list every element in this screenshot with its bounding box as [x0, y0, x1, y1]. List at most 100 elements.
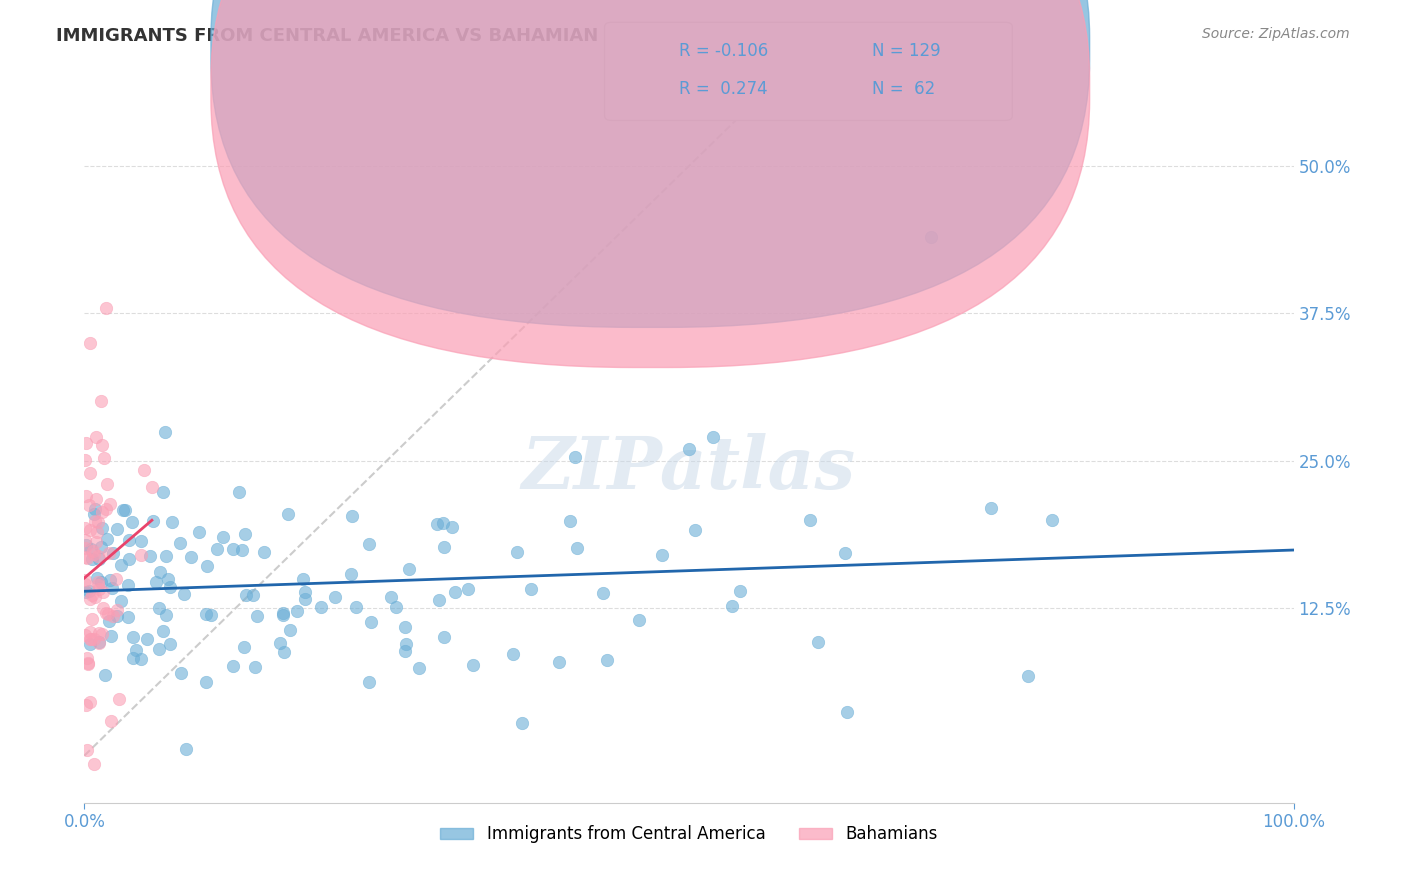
- Point: [129, 548, 152, 562]
- Point: [100, 629, 122, 643]
- Point: [86, 571, 108, 585]
- Point: [432, 516, 454, 531]
- Point: [277, 507, 299, 521]
- Point: [222, 659, 245, 673]
- Point: [86, 525, 108, 540]
- Point: [408, 661, 430, 675]
- Point: [87, 552, 110, 566]
- Point: [84, 534, 107, 549]
- Point: [80, 541, 103, 556]
- Point: [87, 578, 110, 592]
- Point: [83, 502, 105, 516]
- Point: [159, 580, 181, 594]
- Point: [129, 652, 152, 666]
- Point: [121, 515, 143, 529]
- Point: [86, 430, 108, 444]
- Point: [101, 609, 124, 624]
- Point: [291, 572, 314, 586]
- Point: [344, 599, 367, 614]
- Point: [980, 500, 1002, 515]
- Point: [135, 632, 157, 647]
- Point: [75, 538, 97, 552]
- Point: [323, 591, 346, 605]
- Point: [273, 645, 295, 659]
- Point: [117, 578, 139, 592]
- Text: ZIPatlas: ZIPatlas: [522, 434, 856, 504]
- Point: [129, 533, 152, 548]
- Point: [233, 640, 256, 654]
- Point: [75, 453, 97, 467]
- Point: [105, 608, 128, 623]
- Point: [441, 520, 464, 534]
- Point: [101, 546, 124, 560]
- Point: [1040, 513, 1063, 527]
- Point: [180, 550, 202, 565]
- Point: [702, 430, 724, 444]
- Point: [253, 545, 276, 559]
- Point: [83, 757, 105, 772]
- Point: [75, 489, 97, 503]
- Point: [444, 585, 467, 599]
- Text: Source: ZipAtlas.com: Source: ZipAtlas.com: [1202, 27, 1350, 41]
- Point: [73, 577, 96, 591]
- Point: [231, 542, 253, 557]
- Point: [245, 609, 267, 624]
- Point: [77, 584, 100, 599]
- Point: [73, 533, 96, 547]
- Point: [114, 502, 136, 516]
- Point: [148, 600, 170, 615]
- Point: [200, 608, 222, 623]
- Point: [156, 572, 179, 586]
- Point: [105, 603, 128, 617]
- Point: [90, 541, 112, 555]
- Point: [90, 393, 112, 408]
- Point: [141, 480, 163, 494]
- Point: [357, 537, 380, 551]
- Point: [110, 594, 132, 608]
- Point: [160, 515, 183, 529]
- Point: [83, 507, 105, 521]
- Point: [79, 466, 101, 480]
- Point: [97, 607, 120, 621]
- Point: [170, 666, 193, 681]
- Point: [110, 558, 132, 572]
- Point: [592, 586, 614, 600]
- Point: [75, 521, 97, 535]
- Point: [720, 599, 742, 614]
- Point: [76, 651, 98, 665]
- Point: [75, 541, 97, 556]
- Point: [728, 583, 751, 598]
- Point: [76, 657, 98, 672]
- Point: [834, 546, 856, 560]
- Point: [80, 551, 103, 566]
- Point: [205, 542, 228, 557]
- Point: [118, 551, 141, 566]
- Point: [155, 549, 177, 563]
- Point: [87, 582, 110, 596]
- Point: [79, 637, 101, 651]
- Text: N = 129: N = 129: [872, 42, 941, 60]
- Point: [79, 632, 101, 646]
- Point: [155, 425, 177, 440]
- Point: [82, 544, 104, 558]
- Point: [76, 657, 98, 671]
- Point: [294, 584, 316, 599]
- Point: [117, 609, 139, 624]
- Text: IMMIGRANTS FROM CENTRAL AMERICA VS BAHAMIAN DISABILITY CORRELATION CHART: IMMIGRANTS FROM CENTRAL AMERICA VS BAHAM…: [56, 27, 938, 45]
- Point: [463, 658, 485, 673]
- Point: [76, 551, 98, 566]
- Point: [502, 647, 524, 661]
- Point: [628, 613, 651, 627]
- Point: [426, 516, 449, 531]
- Point: [91, 585, 114, 599]
- Point: [79, 335, 101, 350]
- Point: [121, 650, 143, 665]
- Point: [75, 436, 97, 450]
- Point: [93, 668, 115, 682]
- Point: [678, 442, 700, 456]
- Point: [87, 549, 110, 563]
- Point: [94, 501, 117, 516]
- Point: [194, 674, 217, 689]
- Point: [228, 484, 250, 499]
- Point: [145, 574, 167, 589]
